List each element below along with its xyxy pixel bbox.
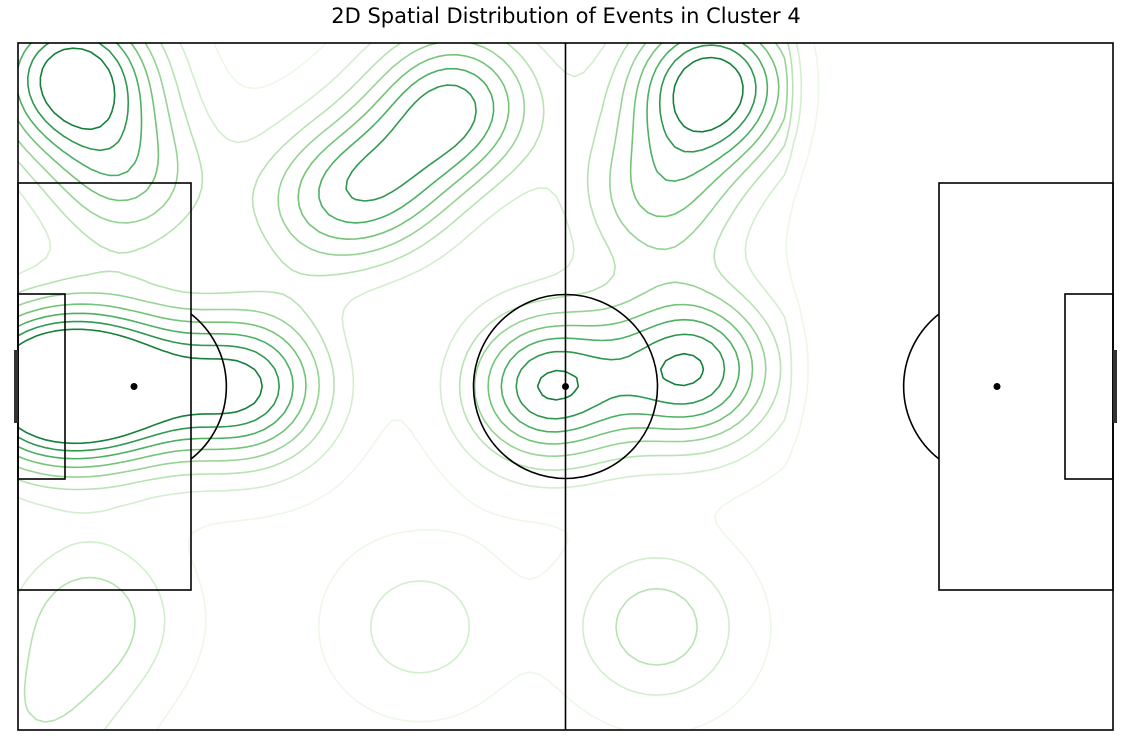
contour-level-2 [17, 42, 803, 731]
left-six-yard-box [17, 293, 66, 480]
chart-title: 2D Spatial Distribution of Events in Clu… [331, 4, 800, 28]
pitch-markings [14, 42, 1117, 731]
left-penalty-arc [190, 313, 228, 460]
kde-contours [17, 42, 820, 731]
right-penalty-area [938, 182, 1114, 591]
contour-level-6 [17, 42, 769, 460]
contour-level-5 [17, 42, 780, 469]
contour-level-4 [17, 42, 789, 478]
contour-level-1 [155, 42, 820, 731]
right-six-yard-box [1064, 293, 1114, 480]
center-spot [562, 383, 569, 390]
left-penalty-spot [130, 383, 138, 390]
center-circle [472, 293, 659, 480]
right-goal [1113, 350, 1117, 423]
left-goal [14, 350, 18, 423]
left-penalty-area [17, 182, 192, 591]
contour-level-7 [17, 42, 757, 452]
right-penalty-arc [902, 313, 940, 460]
contour-level-8 [17, 47, 744, 445]
right-penalty-spot [993, 383, 1001, 390]
contour-level-3 [17, 42, 794, 723]
